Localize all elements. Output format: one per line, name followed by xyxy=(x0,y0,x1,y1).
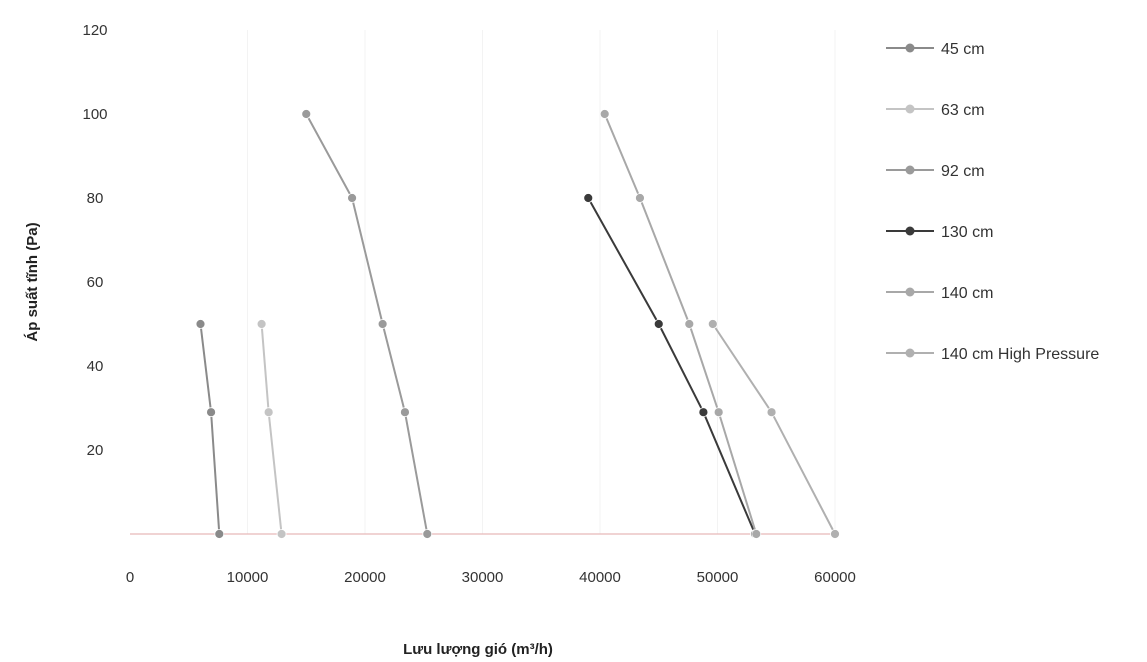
data-point xyxy=(206,407,216,418)
data-point xyxy=(276,529,287,539)
data-point xyxy=(214,529,225,539)
legend-item: 130 cm xyxy=(886,224,993,241)
y-tick-label: 60 xyxy=(87,274,104,291)
data-point xyxy=(583,193,594,203)
series-63-cm xyxy=(256,319,287,539)
x-tick-label: 0 xyxy=(126,569,134,586)
data-point xyxy=(256,319,267,329)
legend-label: 130 cm xyxy=(941,224,993,241)
y-tick-label: 80 xyxy=(87,190,104,207)
y-tick-label: 40 xyxy=(87,358,104,375)
y-tick-label: 120 xyxy=(82,22,107,39)
x-tick-label: 10000 xyxy=(227,569,269,586)
axes: 0 10000 20000 30000 40000 50000 60000 20 40 60 80 1… xyxy=(82,22,855,586)
x-axis-title: Lưu lượng gió (m³/h) xyxy=(403,641,553,658)
legend-item: 140 cm xyxy=(886,285,993,302)
data-point xyxy=(698,407,709,418)
data-point xyxy=(195,319,206,329)
data-point xyxy=(653,319,664,329)
data-point xyxy=(830,529,840,539)
legend-swatch-marker xyxy=(905,43,915,53)
y-axis-title: Áp suất tĩnh (Pa) xyxy=(24,222,41,341)
data-point xyxy=(599,109,610,119)
series-layer xyxy=(195,109,840,539)
legend-swatch-marker xyxy=(905,104,915,114)
legend-label: 63 cm xyxy=(941,102,985,119)
data-point xyxy=(422,529,433,539)
data-point xyxy=(707,319,718,329)
data-point xyxy=(684,319,695,329)
legend-item: 92 cm xyxy=(886,163,985,180)
series-line xyxy=(711,323,836,535)
series-line xyxy=(587,197,757,535)
data-point xyxy=(377,319,388,329)
legend: 45 cm 63 cm 92 cm 130 cm 140 cm 140 cm High P… xyxy=(886,41,1099,363)
legend-item: 63 cm xyxy=(886,102,985,119)
legend-label: 45 cm xyxy=(941,41,985,58)
legend-swatch-marker xyxy=(905,226,915,236)
series-140-cm xyxy=(599,109,762,539)
data-point xyxy=(263,407,274,418)
data-point xyxy=(713,407,724,418)
series-140-cm-high-pressure xyxy=(707,319,840,539)
legend-label: 92 cm xyxy=(941,163,985,180)
legend-swatch-marker xyxy=(905,348,915,358)
y-tick-label: 20 xyxy=(87,442,104,459)
series-92-cm xyxy=(301,109,433,539)
legend-swatch-marker xyxy=(905,165,915,175)
data-point xyxy=(635,193,645,203)
data-point xyxy=(301,109,312,119)
data-point xyxy=(751,529,762,539)
x-tick-label: 20000 xyxy=(344,569,386,586)
legend-label: 140 cm xyxy=(941,285,993,302)
series-45-cm xyxy=(195,319,225,539)
series-line xyxy=(603,113,758,535)
data-point xyxy=(766,407,777,418)
y-tick-label: 100 xyxy=(82,106,107,123)
legend-item: 140 cm High Pressure xyxy=(886,346,1099,363)
x-tick-label: 60000 xyxy=(814,569,856,586)
legend-swatch-marker xyxy=(905,287,915,297)
series-130-cm xyxy=(583,193,760,539)
x-tick-label: 50000 xyxy=(697,569,739,586)
series-line xyxy=(305,113,429,535)
x-tick-label: 30000 xyxy=(462,569,504,586)
data-point xyxy=(400,407,410,418)
x-tick-label: 40000 xyxy=(579,569,621,586)
legend-label: 140 cm High Pressure xyxy=(941,346,1099,363)
grid xyxy=(247,30,836,534)
data-point xyxy=(347,193,357,203)
series-line xyxy=(260,323,283,535)
series-line xyxy=(199,323,221,535)
legend-item: 45 cm xyxy=(886,41,985,58)
